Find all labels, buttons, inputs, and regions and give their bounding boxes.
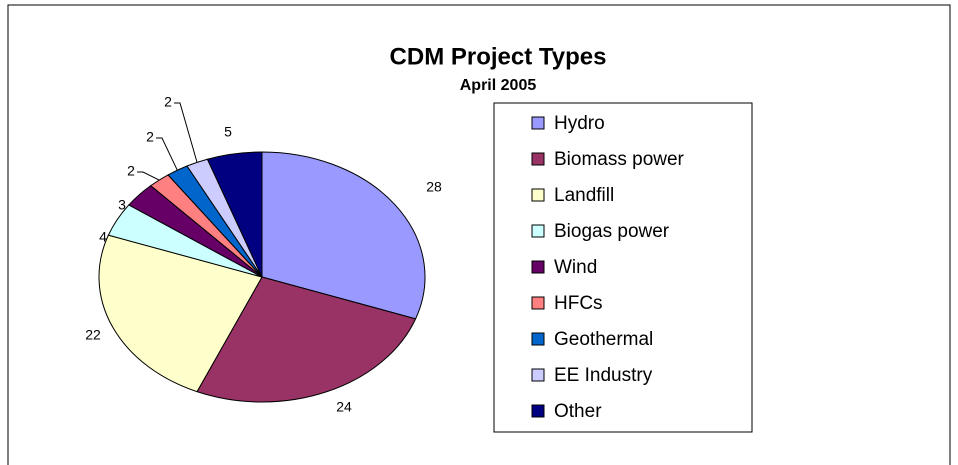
legend-swatch	[531, 188, 545, 202]
pie-slice	[98, 234, 263, 393]
data-label: 2	[146, 129, 154, 145]
data-label: 24	[336, 399, 352, 415]
pie-slice	[206, 151, 263, 278]
pie-slice	[196, 276, 417, 403]
legend-label: HFCs	[554, 293, 603, 314]
chart-title: CDM Project Types	[390, 43, 607, 70]
leader-line	[174, 102, 198, 163]
leader-line	[156, 137, 178, 171]
legend-label: Landfill	[554, 185, 614, 206]
legend-label: Other	[554, 401, 602, 422]
data-label: 22	[85, 327, 101, 343]
legend-swatch	[531, 224, 545, 238]
data-label: 4	[99, 229, 107, 245]
chart-subtitle: April 2005	[460, 77, 537, 94]
leader-line	[137, 171, 160, 181]
legend-swatch	[531, 116, 545, 130]
data-label: 3	[118, 197, 126, 213]
legend-swatch	[531, 260, 545, 274]
legend-label: Geothermal	[554, 329, 653, 350]
pie-slice	[261, 151, 426, 320]
legend-label: Wind	[554, 257, 597, 278]
legend-label: Biogas power	[554, 221, 670, 242]
legend-label: EE Industry	[554, 365, 653, 386]
legend-swatch	[531, 296, 545, 310]
data-label: 2	[127, 163, 135, 179]
data-label: 2	[164, 94, 172, 110]
legend-swatch	[531, 332, 545, 346]
legend-swatch	[531, 368, 545, 382]
legend-swatch	[531, 404, 545, 418]
data-label: 28	[426, 179, 442, 195]
legend-label: Biomass power	[554, 149, 685, 170]
legend-label: Hydro	[554, 113, 605, 134]
legend-swatch	[531, 152, 545, 166]
data-label: 5	[224, 124, 232, 140]
